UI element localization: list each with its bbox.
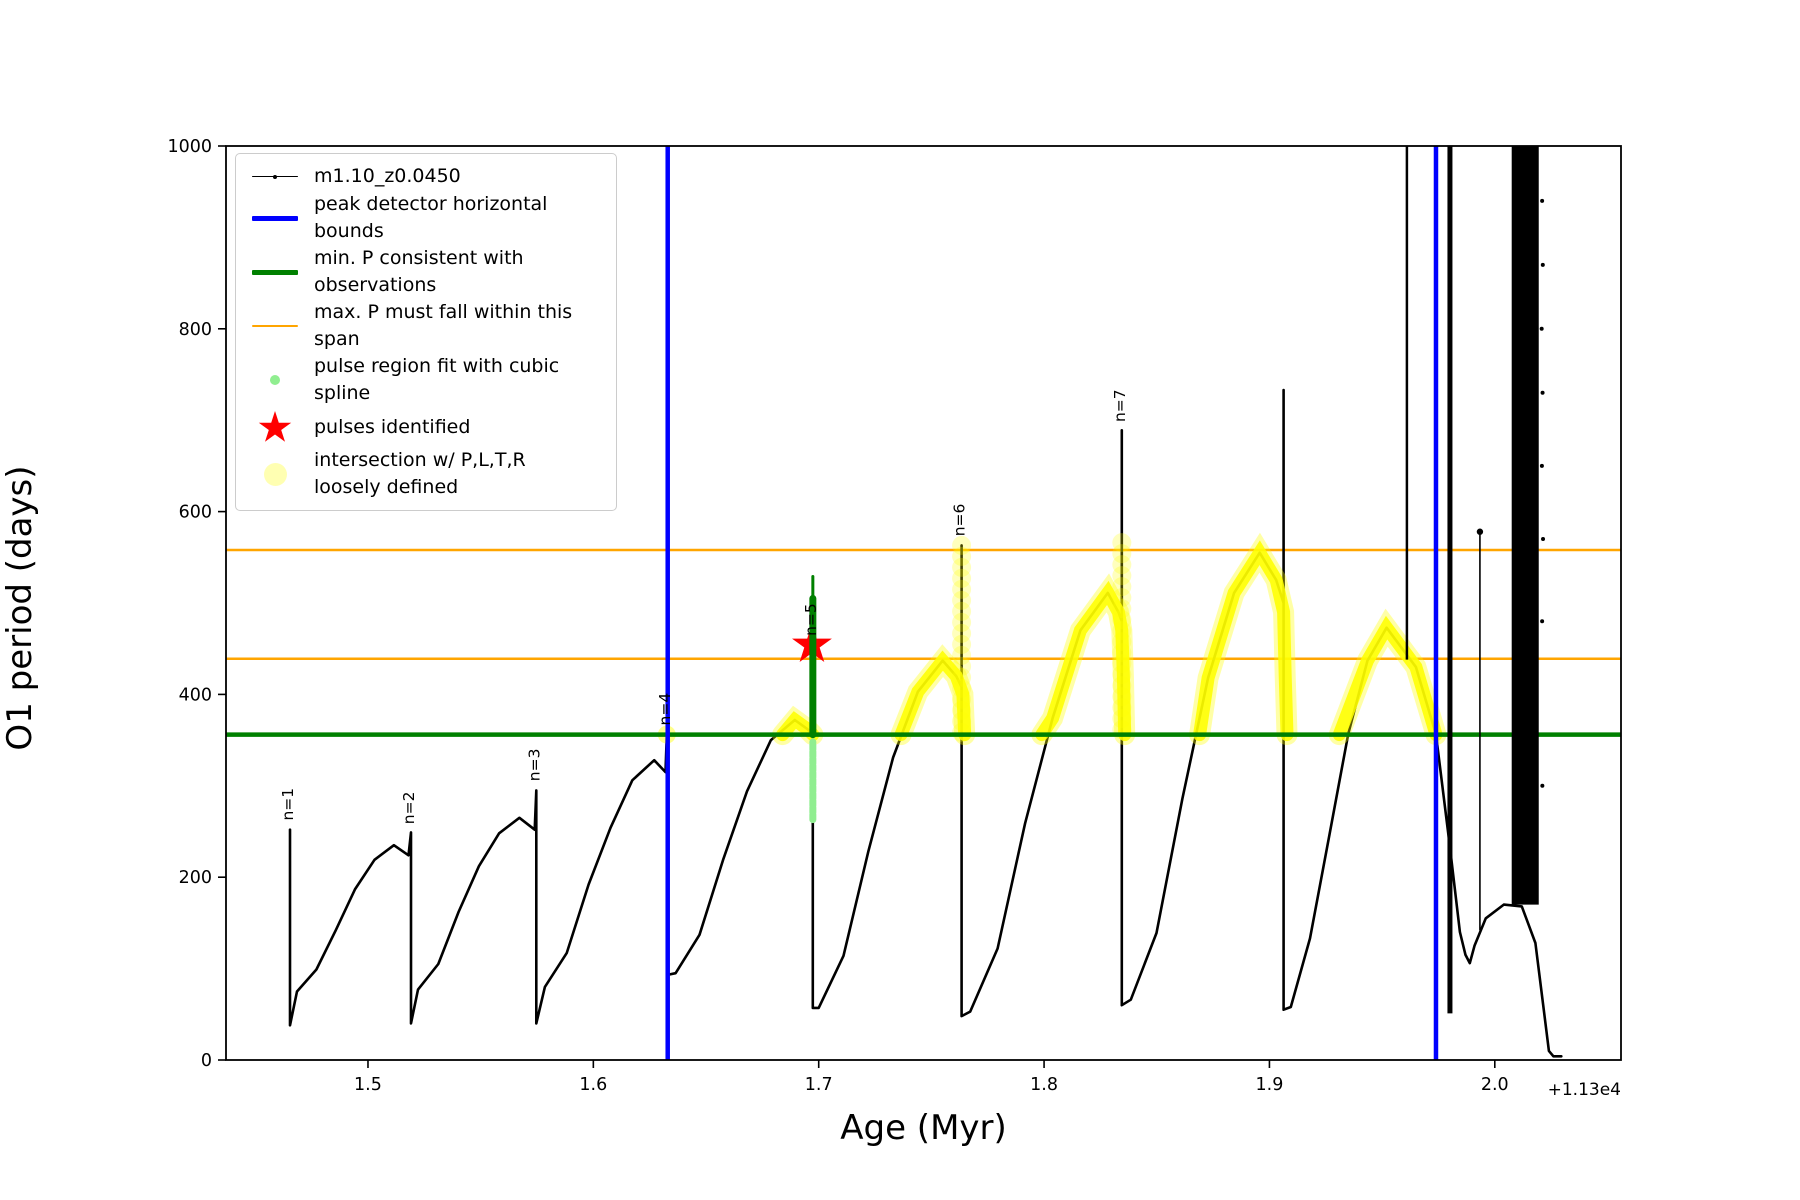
legend-marker-dot-icon <box>246 375 304 385</box>
band-dot <box>1539 463 1544 468</box>
intersection-chain-dot <box>1112 676 1132 696</box>
intersection-chain-dot <box>1112 555 1132 575</box>
intersection-chain-dot <box>952 535 972 555</box>
intersection-chain-dot <box>952 689 972 709</box>
x-tick-label: 1.5 <box>354 1075 382 1095</box>
legend-marker-line-icon <box>246 316 304 336</box>
intersection-chain-dot <box>952 645 972 665</box>
y-tick-label: 600 <box>179 503 212 523</box>
y-tick-label: 1000 <box>167 137 212 157</box>
pulse-annotation: n=3 <box>525 749 543 782</box>
legend-entry: max. P must fall within this span <box>246 299 606 353</box>
pulse-annotation: n=6 <box>951 504 969 537</box>
x-axis-label: Age (Myr) <box>840 1108 1007 1148</box>
y-tick-label: 0 <box>201 1051 212 1071</box>
x-tick-label: 2.0 <box>1481 1075 1509 1095</box>
axes-frame <box>225 145 1622 1061</box>
x-tick-label: 1.8 <box>1030 1075 1058 1095</box>
pulse-annotation: n=7 <box>1111 389 1129 422</box>
intersection-chain-dot <box>952 623 972 643</box>
intersection-segment <box>1193 540 1294 742</box>
intersection-chain-dot <box>952 678 972 698</box>
legend-label: pulses identified <box>314 415 471 438</box>
intersection-chain-dot <box>1112 566 1132 586</box>
intersection-chain-dot <box>1112 621 1132 641</box>
legend-label: m1.10_z0.0450 <box>314 165 461 187</box>
intersection-chain-dot <box>1112 577 1132 597</box>
y-tick-label: 800 <box>179 320 212 340</box>
x-axis-offset-label: +1.13e4 <box>1547 1080 1621 1100</box>
band-dot <box>1540 619 1545 624</box>
intersection-chain-dot <box>952 700 972 720</box>
intersection-chain-dot <box>952 579 972 599</box>
legend-label: max. P must fall within this span <box>314 301 573 350</box>
x-tick-label: 1.9 <box>1256 1075 1284 1095</box>
intersection-chain-dot <box>952 568 972 588</box>
intersection-chain-dot <box>952 546 972 566</box>
intersection-chain-dot <box>952 667 972 687</box>
intersection-chain-dot <box>1112 643 1132 663</box>
intersection-chain-dot <box>1112 544 1132 564</box>
pulse-annotation: n=4 <box>656 693 674 726</box>
pulse-annotation: n=1 <box>279 788 297 821</box>
intersection-chain-dot <box>952 612 972 632</box>
intersection-chain-dot <box>1112 599 1132 619</box>
intersection-chain-dot <box>1112 632 1132 652</box>
intersection-chain-dot <box>1112 533 1132 553</box>
band-dot <box>1540 783 1545 788</box>
y-tick-label: 400 <box>179 685 212 705</box>
pulse-annotation: n=2 <box>400 792 418 825</box>
x-tick-label: 1.7 <box>805 1075 833 1095</box>
y-tick-label: 200 <box>179 868 212 888</box>
intersection-chain-dot <box>1112 709 1132 729</box>
band-dot <box>1541 537 1546 542</box>
legend-label: min. P consistent with observations <box>314 247 524 296</box>
legend-entry: pulse region fit with cubic spline <box>246 353 606 407</box>
intersection-chain-dot <box>1112 588 1132 608</box>
intersection-chain-dot <box>1112 610 1132 630</box>
intersection-chain-dot <box>952 557 972 577</box>
legend-entry: peak detector horizontal bounds <box>246 191 606 245</box>
intersection-segment <box>1332 615 1443 742</box>
band-dot <box>1540 262 1545 267</box>
pulse-annotation: n=5 <box>802 603 820 636</box>
legend-marker-line-icon <box>246 208 304 228</box>
band-dot <box>1539 326 1544 331</box>
intersection-chain-dot <box>1112 687 1132 707</box>
legend-entry: min. P consistent with observations <box>246 245 606 299</box>
intersection-chain-dot <box>1112 665 1132 685</box>
intersection-chain-dot <box>952 590 972 610</box>
legend-label: peak detector horizontal bounds <box>314 193 548 242</box>
x-tick-label: 1.6 <box>579 1075 607 1095</box>
dense-pulse-band <box>1511 146 1539 905</box>
legend-label: intersection w/ P,L,T,R loosely defined <box>314 449 526 498</box>
intersection-chain-dot <box>952 601 972 621</box>
legend-marker-line-icon <box>246 167 304 187</box>
legend-entry: pulses identified <box>246 407 606 447</box>
band-dot <box>1540 390 1545 395</box>
intersection-segment <box>894 650 972 742</box>
intersection-chain-dot <box>952 656 972 676</box>
intersection-chain-dot <box>952 634 972 654</box>
y-axis-label: O1 period (days) <box>0 465 40 751</box>
legend-marker-star-icon <box>246 407 304 447</box>
legend-marker-dot-icon <box>246 462 304 486</box>
intersection-chain-dot <box>952 711 972 731</box>
legend-entry: m1.10_z0.0450 <box>246 162 606 191</box>
legend-marker-line-icon <box>246 262 304 282</box>
intersection-chain-dot <box>1112 698 1132 718</box>
legend-entry: intersection w/ P,L,T,R loosely defined <box>246 447 606 501</box>
intersection-segment <box>1035 580 1132 742</box>
legend-label: pulse region fit with cubic spline <box>314 355 560 404</box>
intersection-chain-dot <box>1112 654 1132 674</box>
spike-tip-dot <box>1476 528 1484 535</box>
band-dot <box>1540 198 1545 203</box>
